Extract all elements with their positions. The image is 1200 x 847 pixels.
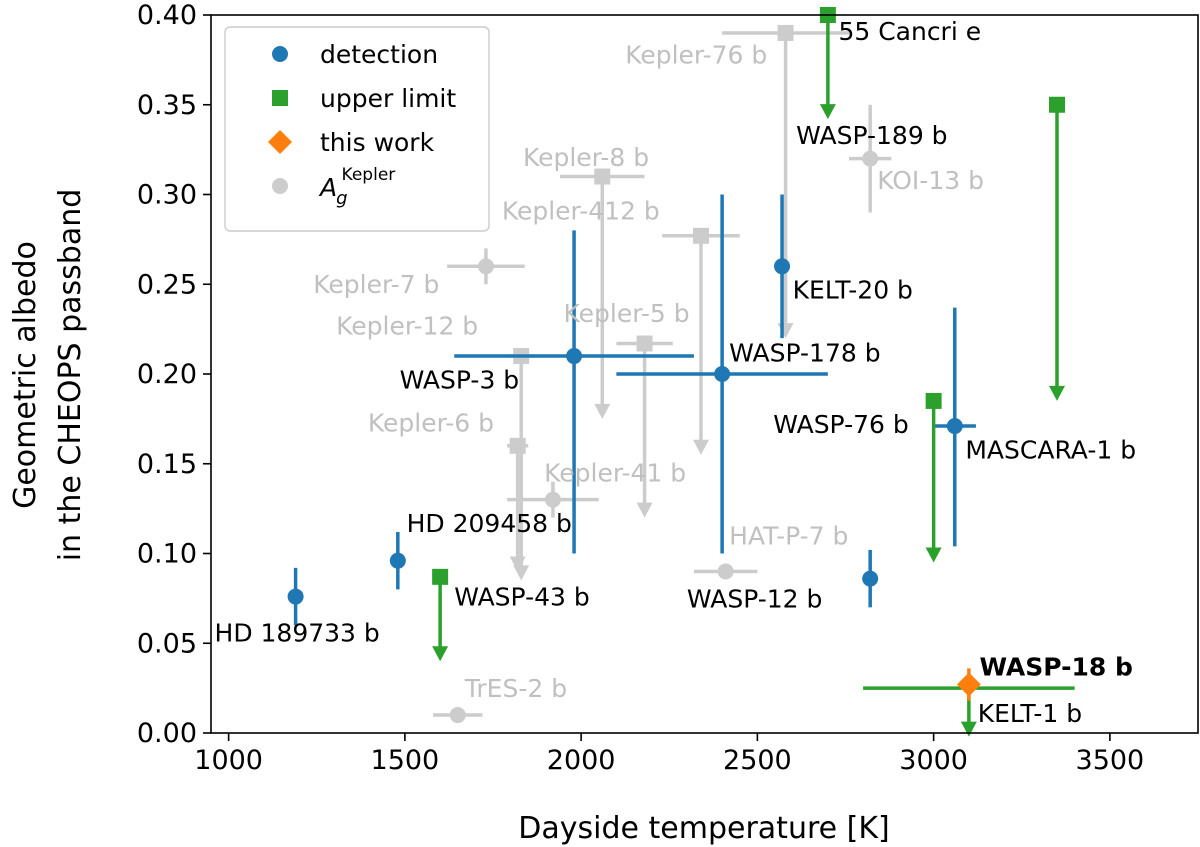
detection-point-wasp-3-b-marker — [566, 348, 583, 365]
upper-limit-55-cancri-e-arrow — [819, 104, 836, 120]
y-tick-label-1: 0.05 — [137, 628, 197, 659]
y-tick-label-4: 0.20 — [137, 359, 197, 390]
x-tick-label-1000: 1000 — [194, 745, 263, 776]
kepler-point-koi-13-b-marker — [862, 150, 879, 167]
legend-label-detection: detection — [320, 40, 438, 69]
legend-label-upper_limit: upper limit — [320, 84, 456, 113]
legend-label-kepler: AgKepler — [318, 165, 395, 209]
planet-label-kepler-76-b: Kepler-76 b — [625, 40, 767, 69]
legend: detection upper limit this work AgKepler — [224, 26, 490, 232]
y-tick-label-2: 0.10 — [137, 539, 197, 570]
planet-label-kepler-5-b: Kepler-5 b — [564, 299, 690, 328]
planet-label-kepler-12-b: Kepler-12 b — [336, 312, 478, 341]
x-tick-label-1500: 1500 — [371, 745, 440, 776]
y-tick-label-7: 0.35 — [137, 90, 197, 121]
planet-label-wasp-76-b: WASP-76 b — [773, 410, 909, 439]
planet-label-wasp-12-b: WASP-12 b — [687, 584, 823, 613]
planet-label-kepler-7-b: Kepler-7 b — [313, 270, 439, 299]
planet-label-kepler-6-b: Kepler-6 b — [368, 408, 494, 437]
this-work-wasp-18-b-marker — [956, 672, 981, 697]
kepler-point-hat-p-7-b-marker — [717, 563, 734, 580]
y-tick-label-6: 0.30 — [137, 180, 197, 211]
kepler-point-kepler-412-b-arrow — [692, 439, 709, 455]
x-tick-label-2500: 2500 — [723, 745, 792, 776]
planet-label-kelt-1-b: KELT-1 b — [978, 699, 1082, 728]
planet-label-wasp-178-b: WASP-178 b — [729, 338, 880, 367]
kepler-point-kepler-6-b-marker — [509, 437, 526, 454]
kepler-point-kepler-5-b-arrow — [636, 502, 653, 518]
planet-label-hat-p-7-b: HAT-P-7 b — [729, 522, 848, 551]
detection-point-kelt-20-b-marker — [774, 258, 791, 275]
planet-label-wasp-18-b: WASP-18 b — [979, 653, 1132, 682]
kepler-point-kepler-6-b-arrow — [509, 556, 526, 572]
planet-label-tres-2-b: TrES-2 b — [464, 674, 567, 703]
detection-point-hd-209458-b-marker — [389, 552, 406, 569]
kepler-point-kepler-412-b-marker — [692, 227, 709, 244]
kepler-point-kepler-41-b-marker — [544, 491, 561, 508]
kepler-point-kepler-12-b-arrow — [513, 565, 530, 581]
kepler-point-tres-2-b-marker — [449, 707, 466, 724]
legend-marker-detection — [272, 46, 288, 62]
y-tick-label-8: 0.40 — [137, 0, 197, 31]
planet-label-wasp-43-b: WASP-43 b — [454, 583, 589, 612]
kepler-point-kepler-7-b-marker — [477, 258, 494, 275]
planet-label-kelt-20-b: KELT-20 b — [793, 276, 913, 305]
y-tick-label-5: 0.25 — [137, 269, 197, 300]
upper-limit-wasp-76-b-arrow — [925, 547, 942, 563]
y-tick-label-3: 0.15 — [137, 449, 197, 480]
kepler-point-kepler-5-b-marker — [636, 335, 653, 352]
axes: 1000 1500 2000 2500 3000 3500 0.00 0.05 0.10 0.15… — [137, 0, 1199, 776]
y-axis-label-line-2: in the CHEOPS passband — [53, 189, 88, 562]
y-axis-label-line-1: Geometric albedo — [8, 241, 43, 509]
plot-marks — [287, 7, 1075, 737]
legend-marker-kepler — [272, 178, 288, 194]
x-tick-label-2000: 2000 — [547, 745, 616, 776]
planet-label-mascara-1-b: MASCARA-1 b — [965, 435, 1136, 464]
y-tick-label-0: 0.00 — [137, 718, 197, 749]
planet-label-kepler-412-b: Kepler-412 b — [502, 197, 660, 226]
detection-point-unlabeled-6-marker — [862, 570, 879, 587]
planet-label-hd-209458-b: HD 209458 b — [407, 509, 572, 538]
upper-limit-wasp-43-b-marker — [432, 568, 449, 585]
planet-label-wasp-189-b: WASP-189 b — [796, 121, 947, 150]
legend-box — [224, 26, 490, 232]
planet-label-55-cancri-e: 55 Cancri e — [838, 17, 981, 46]
upper-limit-kelt-1-b-arrow — [960, 721, 977, 737]
planet-label-koi-13-b: KOI-13 b — [877, 166, 984, 195]
planet-labels: 55 Cancri e Kepler-76 b WASP-189 b Kepler-8… — [215, 17, 1137, 728]
kepler-point-kepler-76-b-marker — [777, 24, 794, 41]
x-axis-label: Dayside temperature [K] — [518, 811, 889, 846]
detection-point-wasp-178-b-marker — [714, 366, 731, 382]
planet-label-kepler-8-b: Kepler-8 b — [523, 143, 649, 172]
planet-label-wasp-3-b: WASP-3 b — [400, 365, 520, 394]
legend-label-this_work: this work — [320, 128, 435, 157]
kepler-point-kepler-8-b-marker — [594, 168, 611, 185]
detection-point-mascara-1-b-marker — [946, 418, 963, 435]
detection-point-hd-189733-b-marker — [287, 588, 304, 605]
legend-marker-this_work — [268, 130, 292, 154]
x-tick-label-3500: 3500 — [1076, 745, 1145, 776]
planet-label-kepler-41-b: Kepler-41 b — [544, 459, 686, 488]
planet-label-hd-189733-b: HD 189733 b — [215, 618, 380, 647]
kepler-point-kepler-8-b-arrow — [594, 403, 611, 419]
kepler-point-kepler-76-b-arrow — [777, 323, 794, 339]
upper-limit-wasp-189-b-arrow — [1049, 385, 1065, 401]
upper-limit-wasp-43-b-arrow — [432, 646, 449, 662]
legend-marker-upper_limit — [272, 90, 288, 106]
upper-limit-wasp-189-b-marker — [1049, 96, 1065, 113]
x-tick-label-3000: 3000 — [899, 745, 968, 776]
upper-limit-wasp-76-b-marker — [925, 392, 942, 409]
